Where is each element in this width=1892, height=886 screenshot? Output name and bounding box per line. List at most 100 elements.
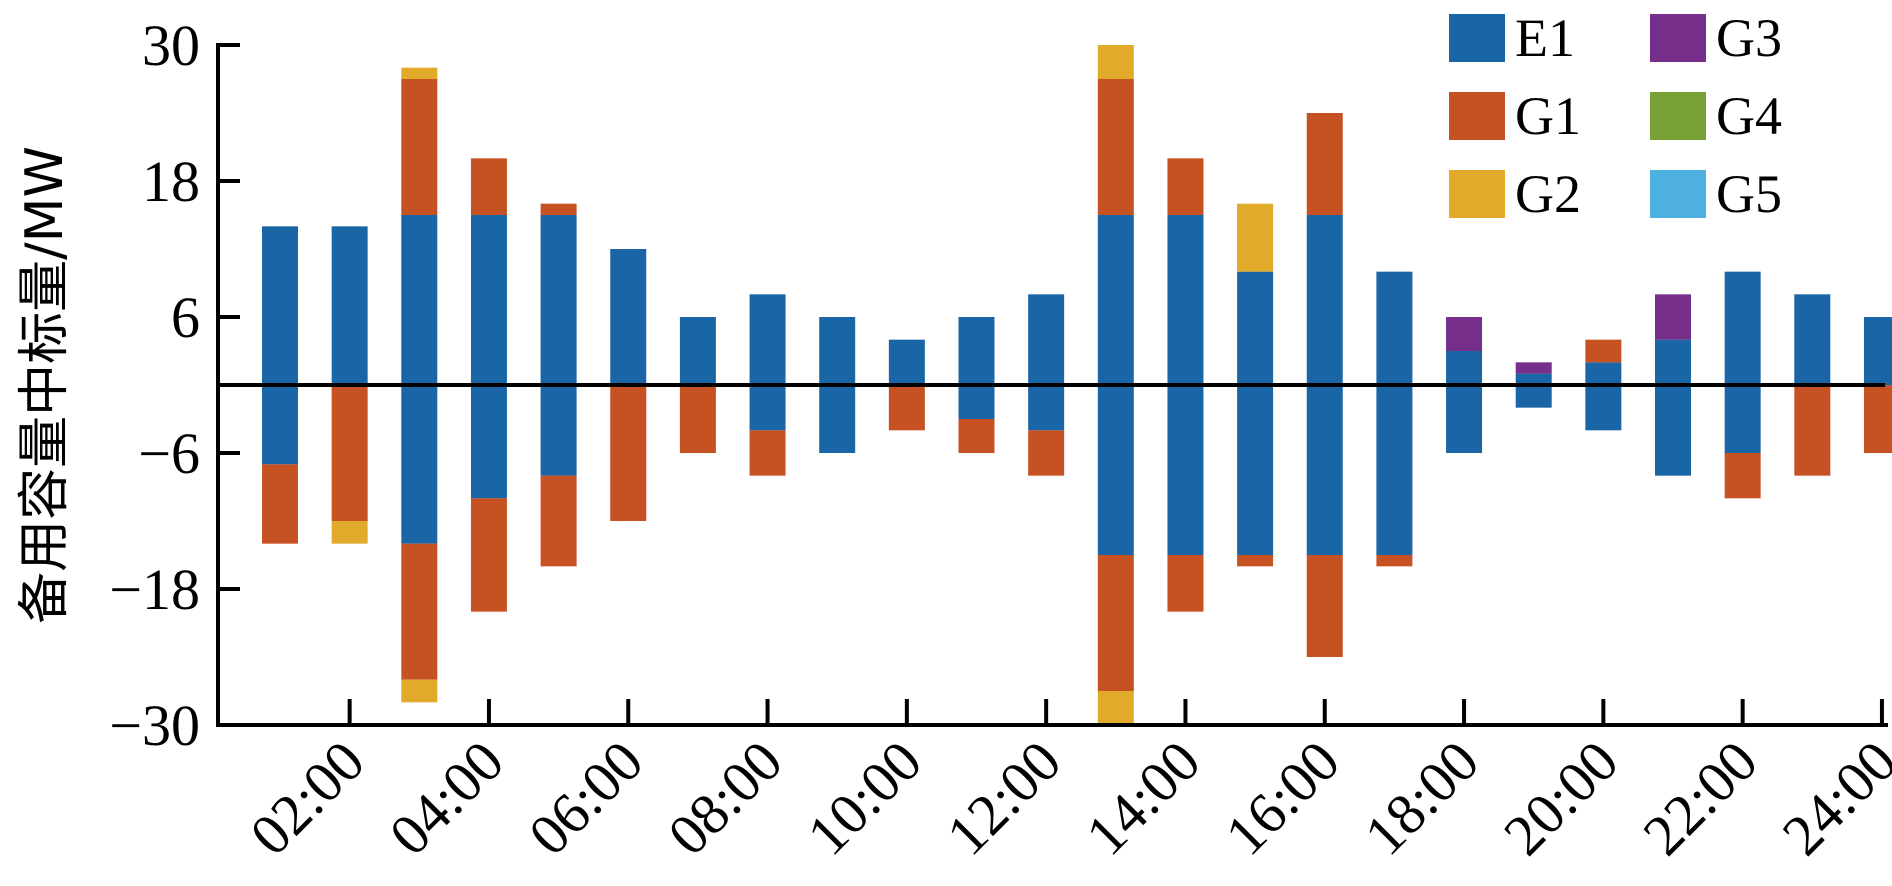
x-tick-label-08:00: 08:00 xyxy=(655,728,794,867)
legend-swatch-E1 xyxy=(1449,14,1505,62)
x-tick-label-24:00: 24:00 xyxy=(1770,728,1892,867)
bar-E1-up-15:00 xyxy=(1237,271,1274,385)
bar-G1-down-13:00 xyxy=(1097,555,1134,691)
bar-E1-up-10:00 xyxy=(888,339,925,385)
bar-G3-up-19:00 xyxy=(1515,362,1552,374)
bar-G1-down-14:00 xyxy=(1167,555,1204,612)
bar-G1-down-07:00 xyxy=(679,385,716,453)
bar-G1-up-16:00 xyxy=(1306,113,1343,215)
bar-E1-down-05:00 xyxy=(540,385,577,476)
bar-E1-down-22:00 xyxy=(1724,385,1761,453)
legend-label-E1: E1 xyxy=(1515,8,1575,68)
bar-G1-down-11:00 xyxy=(958,419,995,453)
bar-G1-down-05:00 xyxy=(540,475,577,567)
bar-E1-up-01:00 xyxy=(262,226,298,385)
legend-swatch-G3 xyxy=(1650,14,1706,62)
bar-E1-down-15:00 xyxy=(1237,385,1274,555)
bar-G2-down-02:00 xyxy=(331,521,368,544)
bar-E1-down-11:00 xyxy=(958,385,995,419)
bar-E1-down-01:00 xyxy=(262,385,298,465)
x-tick-label-02:00: 02:00 xyxy=(237,728,376,867)
bar-G1-down-03:00 xyxy=(401,543,438,680)
bar-E1-down-04:00 xyxy=(470,385,507,499)
bar-E1-up-13:00 xyxy=(1097,215,1134,385)
bar-G1-down-17:00 xyxy=(1376,555,1413,567)
y-tick-label-4: −18 xyxy=(109,557,200,622)
bar-E1-down-20:00 xyxy=(1585,385,1622,431)
bar-E1-up-02:00 xyxy=(331,226,368,385)
bar-G1-up-03:00 xyxy=(401,79,438,215)
bar-G1-down-24:00 xyxy=(1863,385,1892,453)
bar-G1-down-04:00 xyxy=(470,498,507,612)
bar-E1-down-09:00 xyxy=(819,385,856,453)
bar-G1-up-05:00 xyxy=(540,203,577,215)
bar-G1-up-20:00 xyxy=(1585,339,1622,363)
bar-E1-up-09:00 xyxy=(819,317,856,385)
bar-E1-up-11:00 xyxy=(958,317,995,385)
bar-E1-up-20:00 xyxy=(1585,362,1622,385)
x-tick-label-16:00: 16:00 xyxy=(1213,728,1352,867)
bar-E1-down-12:00 xyxy=(1028,385,1065,431)
bar-E1-up-05:00 xyxy=(540,215,577,385)
bar-E1-up-07:00 xyxy=(679,317,716,385)
bar-G2-down-03:00 xyxy=(401,679,438,703)
legend-swatch-G1 xyxy=(1449,92,1505,140)
bar-E1-up-22:00 xyxy=(1724,271,1761,385)
bar-G1-up-14:00 xyxy=(1167,158,1204,215)
x-tick-label-12:00: 12:00 xyxy=(934,728,1073,867)
bars-group xyxy=(262,45,1892,725)
bar-E1-up-06:00 xyxy=(610,249,647,385)
bar-E1-down-13:00 xyxy=(1097,385,1134,555)
bar-G1-up-13:00 xyxy=(1097,79,1134,215)
bar-E1-up-24:00 xyxy=(1863,317,1892,385)
x-tick-label-22:00: 22:00 xyxy=(1630,728,1769,867)
legend-label-G1: G1 xyxy=(1515,86,1581,146)
bar-E1-up-08:00 xyxy=(749,294,786,385)
legend-label-G5: G5 xyxy=(1716,164,1782,224)
bar-E1-up-14:00 xyxy=(1167,215,1204,385)
legend-swatch-G2 xyxy=(1449,170,1505,218)
bar-G3-up-18:00 xyxy=(1446,317,1483,351)
bar-E1-up-17:00 xyxy=(1376,271,1413,385)
y-tick-label-1: 18 xyxy=(142,149,200,214)
x-tick-label-06:00: 06:00 xyxy=(516,728,655,867)
x-tick-label-18:00: 18:00 xyxy=(1352,728,1491,867)
bar-E1-down-18:00 xyxy=(1446,385,1483,453)
bar-E1-down-16:00 xyxy=(1306,385,1343,555)
bar-E1-up-12:00 xyxy=(1028,294,1065,385)
y-tick-label-5: −30 xyxy=(109,693,200,758)
bar-G1-down-10:00 xyxy=(888,385,925,431)
bar-E1-up-21:00 xyxy=(1655,339,1691,385)
bar-G1-down-23:00 xyxy=(1794,385,1831,476)
bar-E1-down-19:00 xyxy=(1515,385,1552,408)
legend: E1 G1 G2 G3 G4 G5 xyxy=(1449,8,1782,224)
x-tick-label-14:00: 14:00 xyxy=(1073,728,1212,867)
bar-G1-down-01:00 xyxy=(262,464,298,544)
bar-G1-down-08:00 xyxy=(749,430,786,476)
bar-G1-down-22:00 xyxy=(1724,453,1761,499)
bar-E1-up-18:00 xyxy=(1446,351,1483,385)
bar-G2-up-03:00 xyxy=(401,67,438,79)
bar-E1-down-14:00 xyxy=(1167,385,1204,555)
bar-G1-down-06:00 xyxy=(610,385,647,521)
bar-E1-down-03:00 xyxy=(401,385,438,544)
bar-E1-up-04:00 xyxy=(470,215,507,385)
y-tick-label-2: 6 xyxy=(171,285,200,350)
bar-G2-up-13:00 xyxy=(1097,45,1134,79)
x-tick-label-10:00: 10:00 xyxy=(795,728,934,867)
bar-G2-up-15:00 xyxy=(1237,203,1274,272)
bar-E1-down-08:00 xyxy=(749,385,786,431)
y-tick-label-3: −6 xyxy=(138,421,200,486)
x-tick-label-04:00: 04:00 xyxy=(377,728,516,867)
legend-swatch-G4 xyxy=(1650,92,1706,140)
legend-label-G4: G4 xyxy=(1716,86,1782,146)
bar-G1-down-12:00 xyxy=(1028,430,1065,476)
axes-group: 30 18 6 −6 −18 −30 02:00 04:00 06:00 08:00 10:00 12… xyxy=(109,13,1892,868)
bar-E1-down-21:00 xyxy=(1655,385,1691,476)
legend-label-G2: G2 xyxy=(1515,164,1581,224)
legend-swatch-G5 xyxy=(1650,170,1706,218)
x-tick-label-20:00: 20:00 xyxy=(1491,728,1630,867)
bar-G1-up-04:00 xyxy=(470,158,507,215)
bar-G1-down-15:00 xyxy=(1237,555,1274,567)
